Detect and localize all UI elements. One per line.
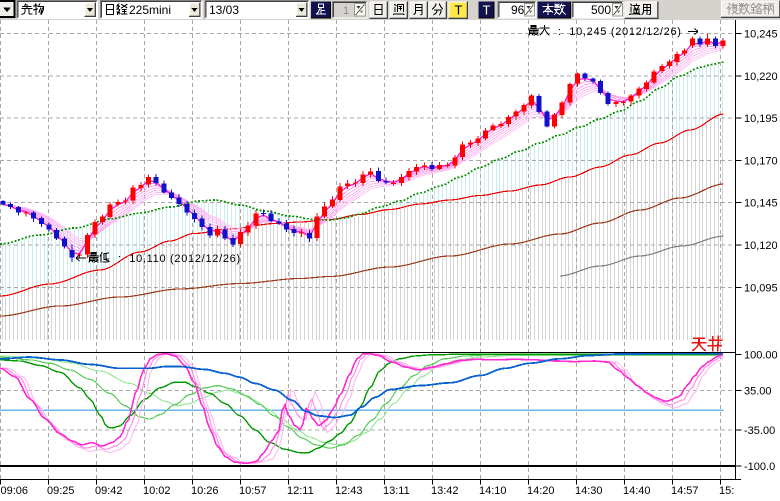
- svg-text:-35.00: -35.00: [744, 425, 775, 437]
- svg-text:10,195: 10,195: [744, 113, 778, 125]
- svg-text:10:57: 10:57: [239, 485, 267, 497]
- svg-text:225mini: 225mini: [129, 3, 171, 17]
- svg-text:10:26: 10:26: [191, 485, 219, 497]
- svg-text:96: 96: [511, 3, 525, 17]
- svg-text:100.00: 100.00: [744, 349, 778, 361]
- svg-text:09:42: 09:42: [95, 485, 123, 497]
- svg-text:15:: 15:: [719, 485, 734, 497]
- svg-text:10:02: 10:02: [143, 485, 171, 497]
- svg-text:13:11: 13:11: [383, 485, 410, 497]
- svg-text:500: 500: [591, 3, 611, 17]
- svg-text:09:06: 09:06: [1, 485, 29, 497]
- svg-text:14:40: 14:40: [623, 485, 651, 497]
- svg-text:10,120: 10,120: [744, 240, 778, 252]
- svg-text:10,245: 10,245: [744, 29, 778, 41]
- svg-text:35.00: 35.00: [744, 386, 772, 398]
- svg-text:14:10: 14:10: [479, 485, 507, 497]
- svg-text:14:20: 14:20: [527, 485, 555, 497]
- svg-text:T: T: [455, 3, 463, 18]
- svg-text:12:43: 12:43: [335, 485, 363, 497]
- svg-text:10,095: 10,095: [744, 282, 778, 294]
- svg-text:10,220: 10,220: [744, 71, 778, 83]
- svg-text:14:57: 14:57: [671, 485, 699, 497]
- svg-text:12:11: 12:11: [287, 485, 314, 497]
- svg-text:: 10,245 (2012/12/26): : 10,245 (2012/12/26): [558, 26, 682, 38]
- svg-text:T: T: [483, 3, 491, 18]
- svg-text:09:25: 09:25: [47, 485, 75, 497]
- svg-text:-100.0: -100.0: [744, 461, 775, 473]
- svg-text:: 10,110 (2012/12/26): : 10,110 (2012/12/26): [118, 253, 241, 265]
- svg-text:10,170: 10,170: [744, 155, 778, 167]
- svg-text:14:30: 14:30: [575, 485, 603, 497]
- svg-text:13:42: 13:42: [431, 485, 459, 497]
- svg-text:13/03: 13/03: [209, 3, 239, 17]
- svg-text:10,145: 10,145: [744, 198, 778, 210]
- svg-text:1: 1: [343, 5, 349, 17]
